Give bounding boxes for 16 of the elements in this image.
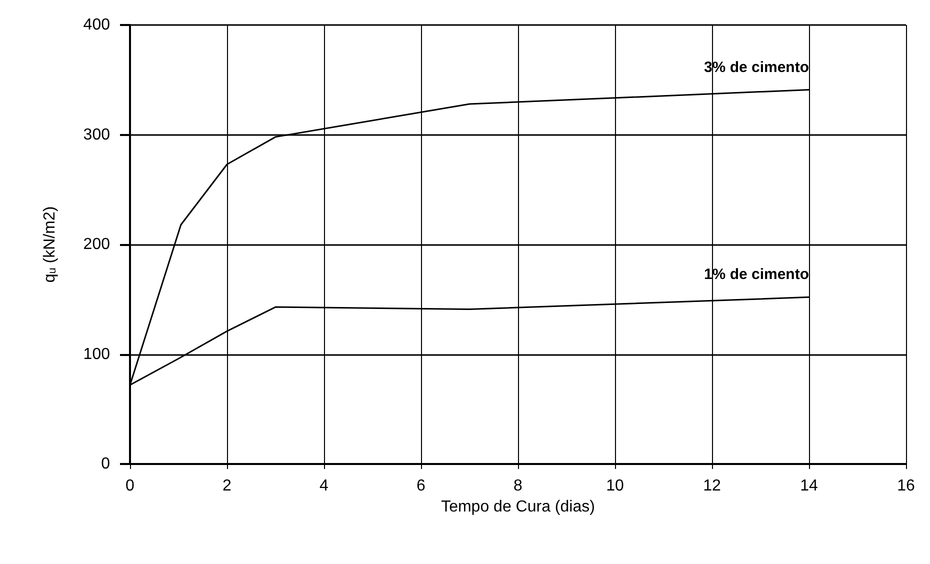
- y-tick-label: 200: [83, 236, 110, 253]
- x-axis-title: Tempo de Cura (dias): [441, 498, 595, 516]
- y-tick-label: 400: [83, 16, 110, 34]
- y-tick-label: 100: [83, 346, 110, 363]
- x-tick-label: 0: [126, 478, 135, 494]
- x-tick-label: 8: [514, 478, 523, 494]
- x-tick-label: 2: [222, 478, 232, 494]
- y-tick-label: 300: [83, 126, 110, 144]
- y-axis-title: qu (kN/m2): [42, 206, 58, 283]
- y-tick-label: 0: [101, 456, 110, 472]
- x-tick-label: 16: [897, 478, 915, 494]
- x-tick-label: 12: [703, 478, 721, 494]
- x-tick-label: 10: [606, 478, 624, 494]
- x-tick-label: 14: [800, 478, 818, 494]
- x-tick-label: 4: [320, 478, 329, 494]
- x-tick-label: 6: [416, 478, 426, 494]
